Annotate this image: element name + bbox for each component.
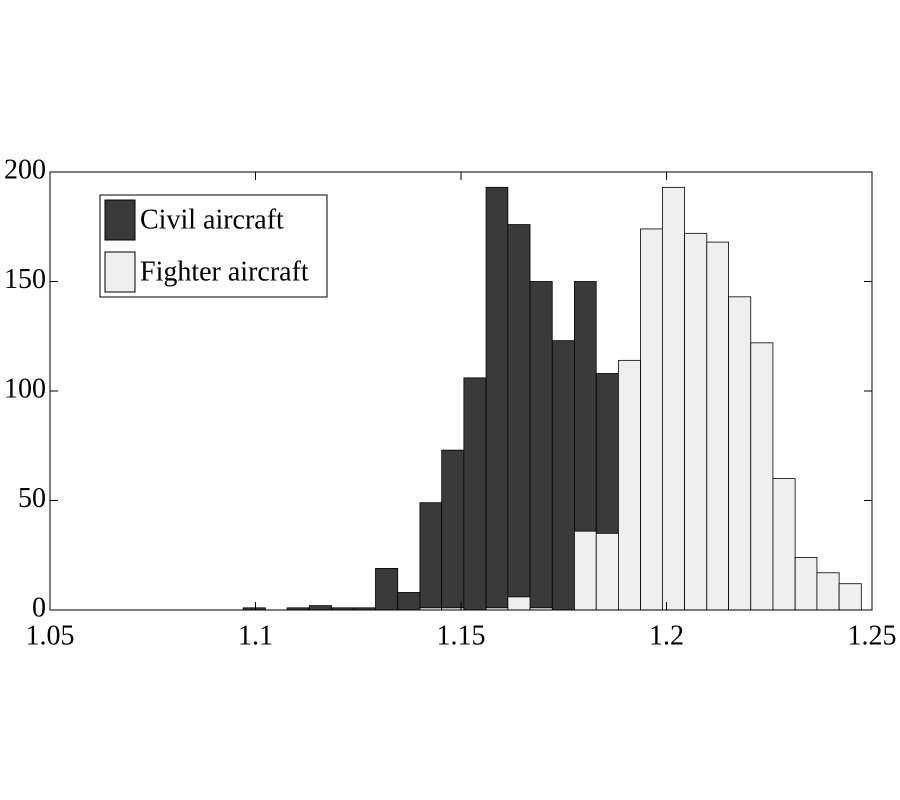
- bar: [684, 232, 708, 611]
- bar: [441, 449, 465, 611]
- bar: [750, 342, 774, 611]
- bar: [640, 228, 663, 611]
- y-tick-label: 0: [32, 592, 46, 623]
- bar: [397, 592, 421, 611]
- bar: [595, 532, 619, 611]
- bar: [419, 502, 443, 611]
- bar: [661, 186, 685, 611]
- x-tick-label: 1.2: [649, 620, 684, 651]
- bar: [574, 530, 597, 611]
- bar: [794, 557, 818, 611]
- bar: [507, 596, 531, 611]
- legend-box: [99, 194, 328, 298]
- x-tick-label: 1.05: [26, 620, 75, 651]
- bar: [618, 359, 642, 611]
- bar: [706, 241, 729, 611]
- bar: [838, 583, 862, 611]
- legend-label: Civil aircraft: [140, 204, 284, 235]
- y-tick-label: 50: [18, 483, 46, 514]
- bar: [375, 567, 399, 611]
- bar: [308, 605, 332, 611]
- legend-swatch: [104, 251, 136, 293]
- y-tick-label: 200: [4, 154, 46, 185]
- x-tick-label: 1.1: [238, 620, 273, 651]
- bar: [551, 340, 575, 611]
- x-tick-label: 1.15: [437, 620, 486, 651]
- y-tick-label: 150: [4, 264, 46, 295]
- bar: [772, 478, 796, 611]
- bar: [529, 281, 553, 611]
- legend-label: Fighter aircraft: [140, 256, 309, 287]
- x-tick-label: 1.25: [848, 620, 897, 651]
- bar: [728, 296, 752, 611]
- bar: [485, 186, 509, 611]
- legend-swatch: [104, 199, 136, 241]
- bar: [463, 377, 487, 611]
- bar: [816, 572, 840, 611]
- bar: [507, 224, 531, 611]
- y-tick-label: 100: [4, 373, 46, 404]
